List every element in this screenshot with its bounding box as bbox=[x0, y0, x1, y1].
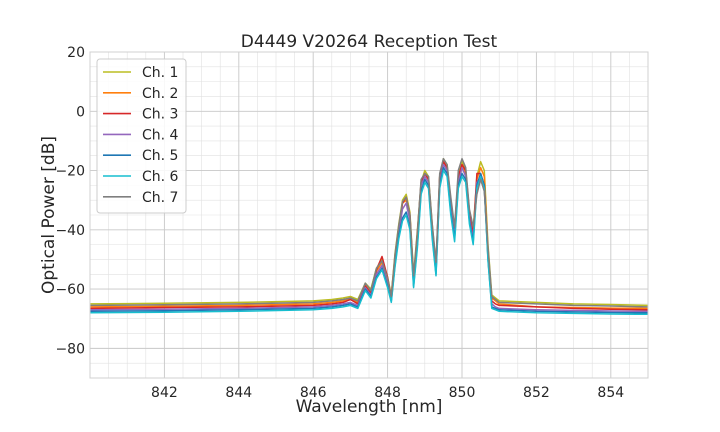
legend-items: Ch. 1 Ch. 2 Ch. 3 Ch. 4 Ch. 5 Ch. 6 Ch. 7 bbox=[103, 65, 179, 206]
y-tick-label: −80 bbox=[55, 341, 85, 357]
x-tick-label: 854 bbox=[597, 385, 624, 401]
y-tick-label: −20 bbox=[55, 164, 85, 180]
y-axis-label: Optical Power [dB] bbox=[39, 136, 59, 294]
x-tick-label: 850 bbox=[449, 385, 476, 401]
x-tick-labels: 842 844 846 848 850 852 854 bbox=[151, 385, 624, 401]
series-layer bbox=[89, 157, 649, 316]
legend: Ch. 1 Ch. 2 Ch. 3 Ch. 4 Ch. 5 Ch. 6 Ch. 7 bbox=[96, 58, 187, 214]
chart-title: D4449 V20264 Reception Test bbox=[241, 32, 498, 52]
legend-label-ch1: Ch. 1 bbox=[142, 65, 178, 81]
y-tick-label: −40 bbox=[55, 223, 85, 239]
legend-label-ch7: Ch. 7 bbox=[142, 190, 178, 206]
legend-label-ch3: Ch. 3 bbox=[142, 107, 178, 123]
y-tick-label: 0 bbox=[76, 104, 85, 120]
y-tick-label: −60 bbox=[55, 282, 85, 298]
y-tick-labels: −80 −60 −40 −20 0 20 bbox=[55, 45, 85, 357]
x-tick-label: 852 bbox=[523, 385, 550, 401]
legend-label-ch4: Ch. 4 bbox=[142, 127, 179, 143]
y-tick-label: 20 bbox=[67, 45, 85, 61]
legend-label-ch2: Ch. 2 bbox=[142, 86, 178, 102]
x-axis-label: Wavelength [nm] bbox=[296, 397, 443, 417]
legend-label-ch6: Ch. 6 bbox=[142, 169, 179, 185]
x-tick-label: 848 bbox=[374, 385, 401, 401]
x-tick-label: 846 bbox=[300, 385, 327, 401]
x-tick-label: 844 bbox=[225, 385, 252, 401]
legend-box bbox=[96, 58, 187, 214]
legend-label-ch5: Ch. 5 bbox=[142, 148, 178, 164]
x-tick-label: 842 bbox=[151, 385, 178, 401]
axes-frame bbox=[89, 51, 649, 379]
series-line-ch7 bbox=[89, 157, 649, 308]
